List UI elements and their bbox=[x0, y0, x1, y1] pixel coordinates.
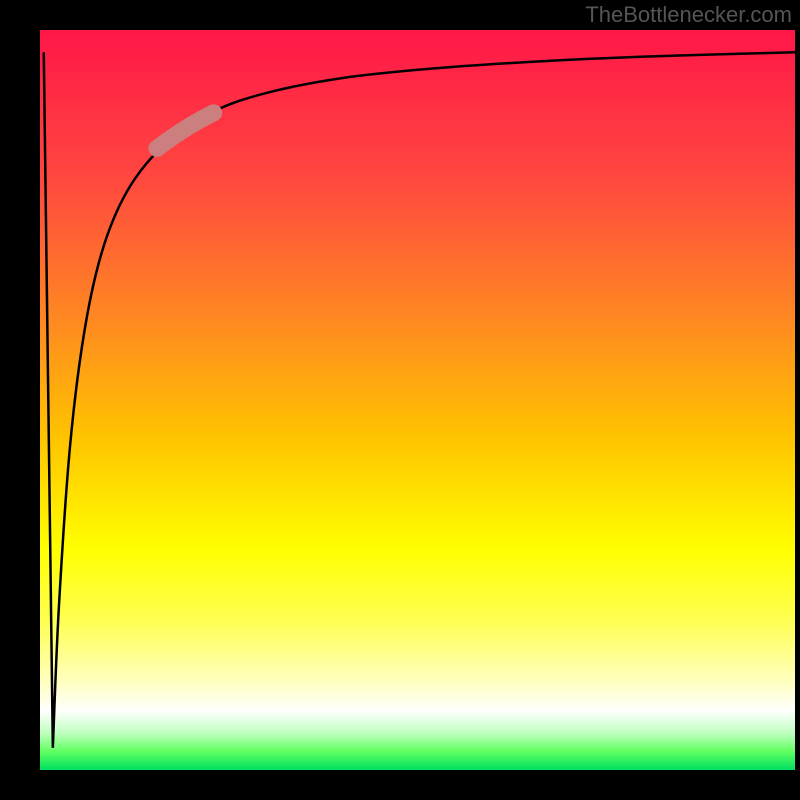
watermark-text: TheBottlenecker.com bbox=[585, 2, 792, 28]
chart-container: TheBottlenecker.com bbox=[0, 0, 800, 800]
gradient-background bbox=[40, 30, 795, 770]
plot-area bbox=[40, 30, 795, 770]
